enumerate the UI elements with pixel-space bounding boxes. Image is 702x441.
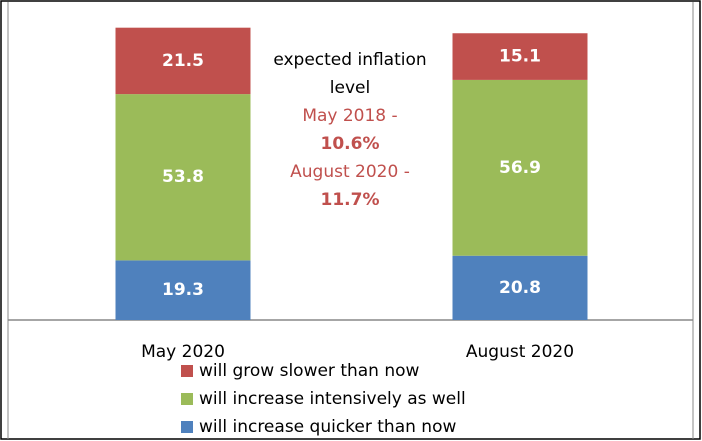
annotation-line: May 2018 -: [302, 106, 398, 126]
value-label: 53.8: [162, 167, 204, 187]
value-label: 15.1: [499, 47, 541, 67]
bar-segment: [115, 94, 251, 261]
bar-segment: [452, 79, 588, 256]
annotation-line: 11.7%: [320, 190, 380, 210]
annotation: expected inflation level May 2018 - 10.6% A…: [255, 46, 445, 214]
legend-label: will increase intensively as well: [199, 389, 466, 409]
value-label: 20.8: [499, 278, 541, 298]
bar-segment: [452, 33, 588, 80]
legend-swatch: [181, 421, 193, 433]
legend-swatch: [181, 365, 193, 377]
bar-segment: [452, 255, 588, 320]
bar-segment: [115, 260, 251, 320]
legend-label: will increase quicker than now: [199, 417, 456, 437]
value-label: 21.5: [162, 51, 204, 71]
legend-label: will grow slower than now: [199, 361, 420, 381]
value-label: 19.3: [162, 280, 204, 300]
x-tick-label: August 2020: [466, 342, 574, 362]
legend-swatch: [181, 393, 193, 405]
value-label: 56.9: [499, 158, 541, 178]
annotation-line: August 2020 -: [290, 162, 410, 182]
x-tick-label: May 2020: [141, 342, 225, 362]
bar-segment: [115, 27, 251, 95]
annotation-line: 10.6%: [320, 134, 380, 154]
annotation-line: expected inflation level: [273, 50, 427, 98]
